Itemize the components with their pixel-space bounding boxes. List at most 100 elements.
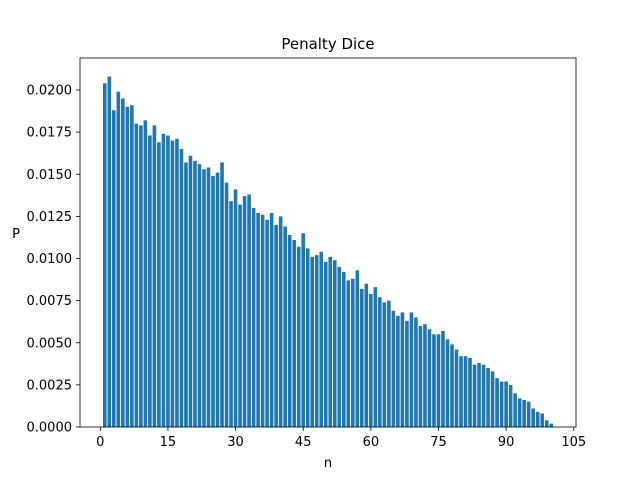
bar-n-14 <box>161 133 166 427</box>
bar-n-65 <box>391 310 396 427</box>
bar-n-47 <box>310 256 315 427</box>
plot-frame <box>79 57 577 428</box>
y-axis-label: P <box>12 227 20 242</box>
bar-n-88 <box>495 378 499 427</box>
y-tick-label: 0.0125 <box>27 210 73 225</box>
bar-n-8 <box>134 123 139 428</box>
bar-n-44 <box>296 246 301 427</box>
bar-n-40 <box>278 216 283 427</box>
y-tick-label: 0.0050 <box>27 336 73 351</box>
bar-n-20 <box>188 155 193 428</box>
bar-n-25 <box>211 175 215 427</box>
bar-n-19 <box>184 162 188 427</box>
bar-n-12 <box>152 125 157 428</box>
y-tick-label: 0.0025 <box>27 378 73 393</box>
x-tick-label: 60 <box>363 435 380 450</box>
bar-n-95 <box>526 401 531 427</box>
bar-n-29 <box>229 201 233 427</box>
bar-n-45 <box>301 233 306 427</box>
bar-n-78 <box>450 344 454 427</box>
bar-n-37 <box>265 219 269 427</box>
bar-n-35 <box>256 213 260 427</box>
bar-n-18 <box>179 148 184 428</box>
x-tick-label: 30 <box>227 435 244 450</box>
bar-n-94 <box>522 400 526 427</box>
bar-n-63 <box>382 302 387 427</box>
bar-n-36 <box>260 214 265 427</box>
x-tick-label: 0 <box>96 435 104 450</box>
y-tick-label: 0.0175 <box>27 126 73 141</box>
bar-n-2 <box>107 76 112 427</box>
bar-n-39 <box>274 224 278 427</box>
bar-n-97 <box>535 411 540 427</box>
bar-n-73 <box>427 329 432 427</box>
bar-n-22 <box>197 164 202 427</box>
x-tick-label: 105 <box>561 435 586 450</box>
bar-n-100 <box>549 423 554 427</box>
bar-n-96 <box>531 408 535 427</box>
bar-n-32 <box>242 196 247 427</box>
bar-n-11 <box>148 135 152 427</box>
bar-n-99 <box>544 420 549 427</box>
bar-n-62 <box>378 297 382 427</box>
bar-n-49 <box>319 251 324 427</box>
bar-n-91 <box>508 384 513 427</box>
bar-n-76 <box>441 330 445 427</box>
bar-n-67 <box>400 312 405 427</box>
bar-n-56 <box>351 278 355 427</box>
x-axis-ticks: 0 15 30 45 60 75 90 105 <box>96 427 586 450</box>
bar-n-51 <box>328 256 333 427</box>
bar-n-59 <box>364 283 369 427</box>
x-tick-label: 15 <box>160 435 177 450</box>
bar-n-66 <box>396 315 400 427</box>
bar-n-54 <box>341 271 346 427</box>
bar-n-81 <box>463 356 468 427</box>
bar-n-43 <box>292 239 296 427</box>
y-tick-label: 0.0200 <box>27 84 73 99</box>
bar-n-38 <box>269 213 274 427</box>
y-tick-label: 0.0150 <box>27 168 73 183</box>
y-axis-ticks: 0.0000 0.0025 0.0050 0.0075 0.0100 0.0125 0.01… <box>27 84 80 436</box>
bar-n-64 <box>387 300 391 427</box>
bar-n-10 <box>143 120 148 427</box>
bar-n-92 <box>513 393 517 427</box>
bar-n-42 <box>287 234 292 427</box>
bar-n-72 <box>423 324 427 427</box>
bar-n-50 <box>323 261 328 427</box>
y-tick-label: 0.0100 <box>27 252 73 267</box>
bar-n-31 <box>238 204 242 427</box>
bar-n-21 <box>193 160 197 427</box>
bar-n-77 <box>445 339 450 427</box>
bar-n-41 <box>283 226 287 427</box>
bar-n-93 <box>517 398 522 427</box>
bar-n-17 <box>175 138 179 427</box>
bar-n-24 <box>206 167 211 427</box>
bar-n-58 <box>360 288 364 427</box>
bar-n-13 <box>157 142 161 427</box>
bar-n-57 <box>355 270 360 427</box>
bar-n-70 <box>414 317 418 427</box>
bar-n-75 <box>436 334 441 427</box>
bar-n-48 <box>314 255 319 427</box>
bar-n-33 <box>247 194 251 427</box>
bar-n-30 <box>233 189 238 427</box>
bar-n-69 <box>409 312 414 427</box>
bar-n-74 <box>432 334 436 427</box>
y-tick-label: 0.0000 <box>27 421 73 436</box>
bar-n-82 <box>468 357 472 427</box>
bar-n-34 <box>251 207 256 427</box>
x-axis-label: n <box>324 456 332 471</box>
bar-n-7 <box>130 105 134 428</box>
bar-n-28 <box>224 182 229 427</box>
chart-title: Penalty Dice <box>281 35 374 53</box>
bar-n-90 <box>504 381 508 427</box>
bar-n-52 <box>332 260 337 427</box>
bar-n-87 <box>490 371 495 427</box>
x-tick-label: 90 <box>498 435 515 450</box>
bar-n-80 <box>459 356 463 427</box>
bar-n-23 <box>202 169 206 427</box>
bar-n-68 <box>405 320 409 427</box>
bar-n-98 <box>540 413 544 427</box>
